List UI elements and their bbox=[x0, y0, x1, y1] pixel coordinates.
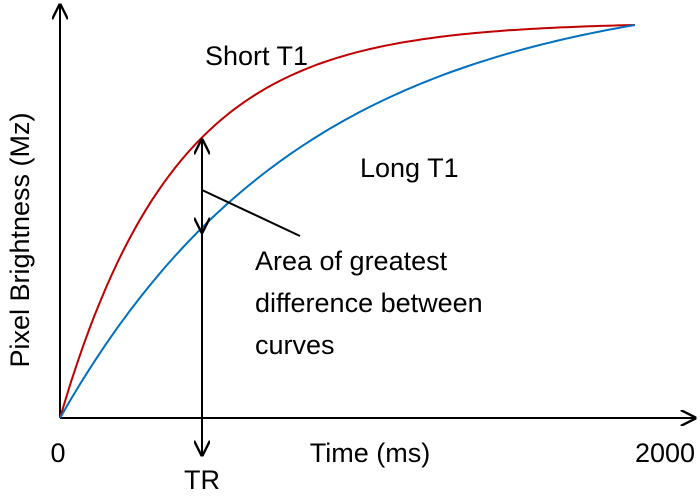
x-axis-label: Time (ms) bbox=[310, 438, 430, 468]
y-axis-label: Pixel Brightness (Mz) bbox=[5, 112, 35, 367]
x-start-label: 0 bbox=[50, 438, 65, 468]
note-line: difference between bbox=[255, 288, 483, 318]
pointer-line bbox=[201, 189, 301, 237]
curve-label: Long T1 bbox=[360, 153, 459, 183]
note-line: Area of greatest bbox=[255, 246, 448, 276]
tr-label: TR bbox=[184, 465, 220, 495]
x-end-label: 2000 bbox=[635, 438, 695, 468]
long-t1-curve bbox=[59, 24, 636, 419]
note-line: curves bbox=[255, 330, 335, 360]
short-t1-curve bbox=[59, 24, 636, 419]
curve-label: Short T1 bbox=[205, 41, 308, 71]
